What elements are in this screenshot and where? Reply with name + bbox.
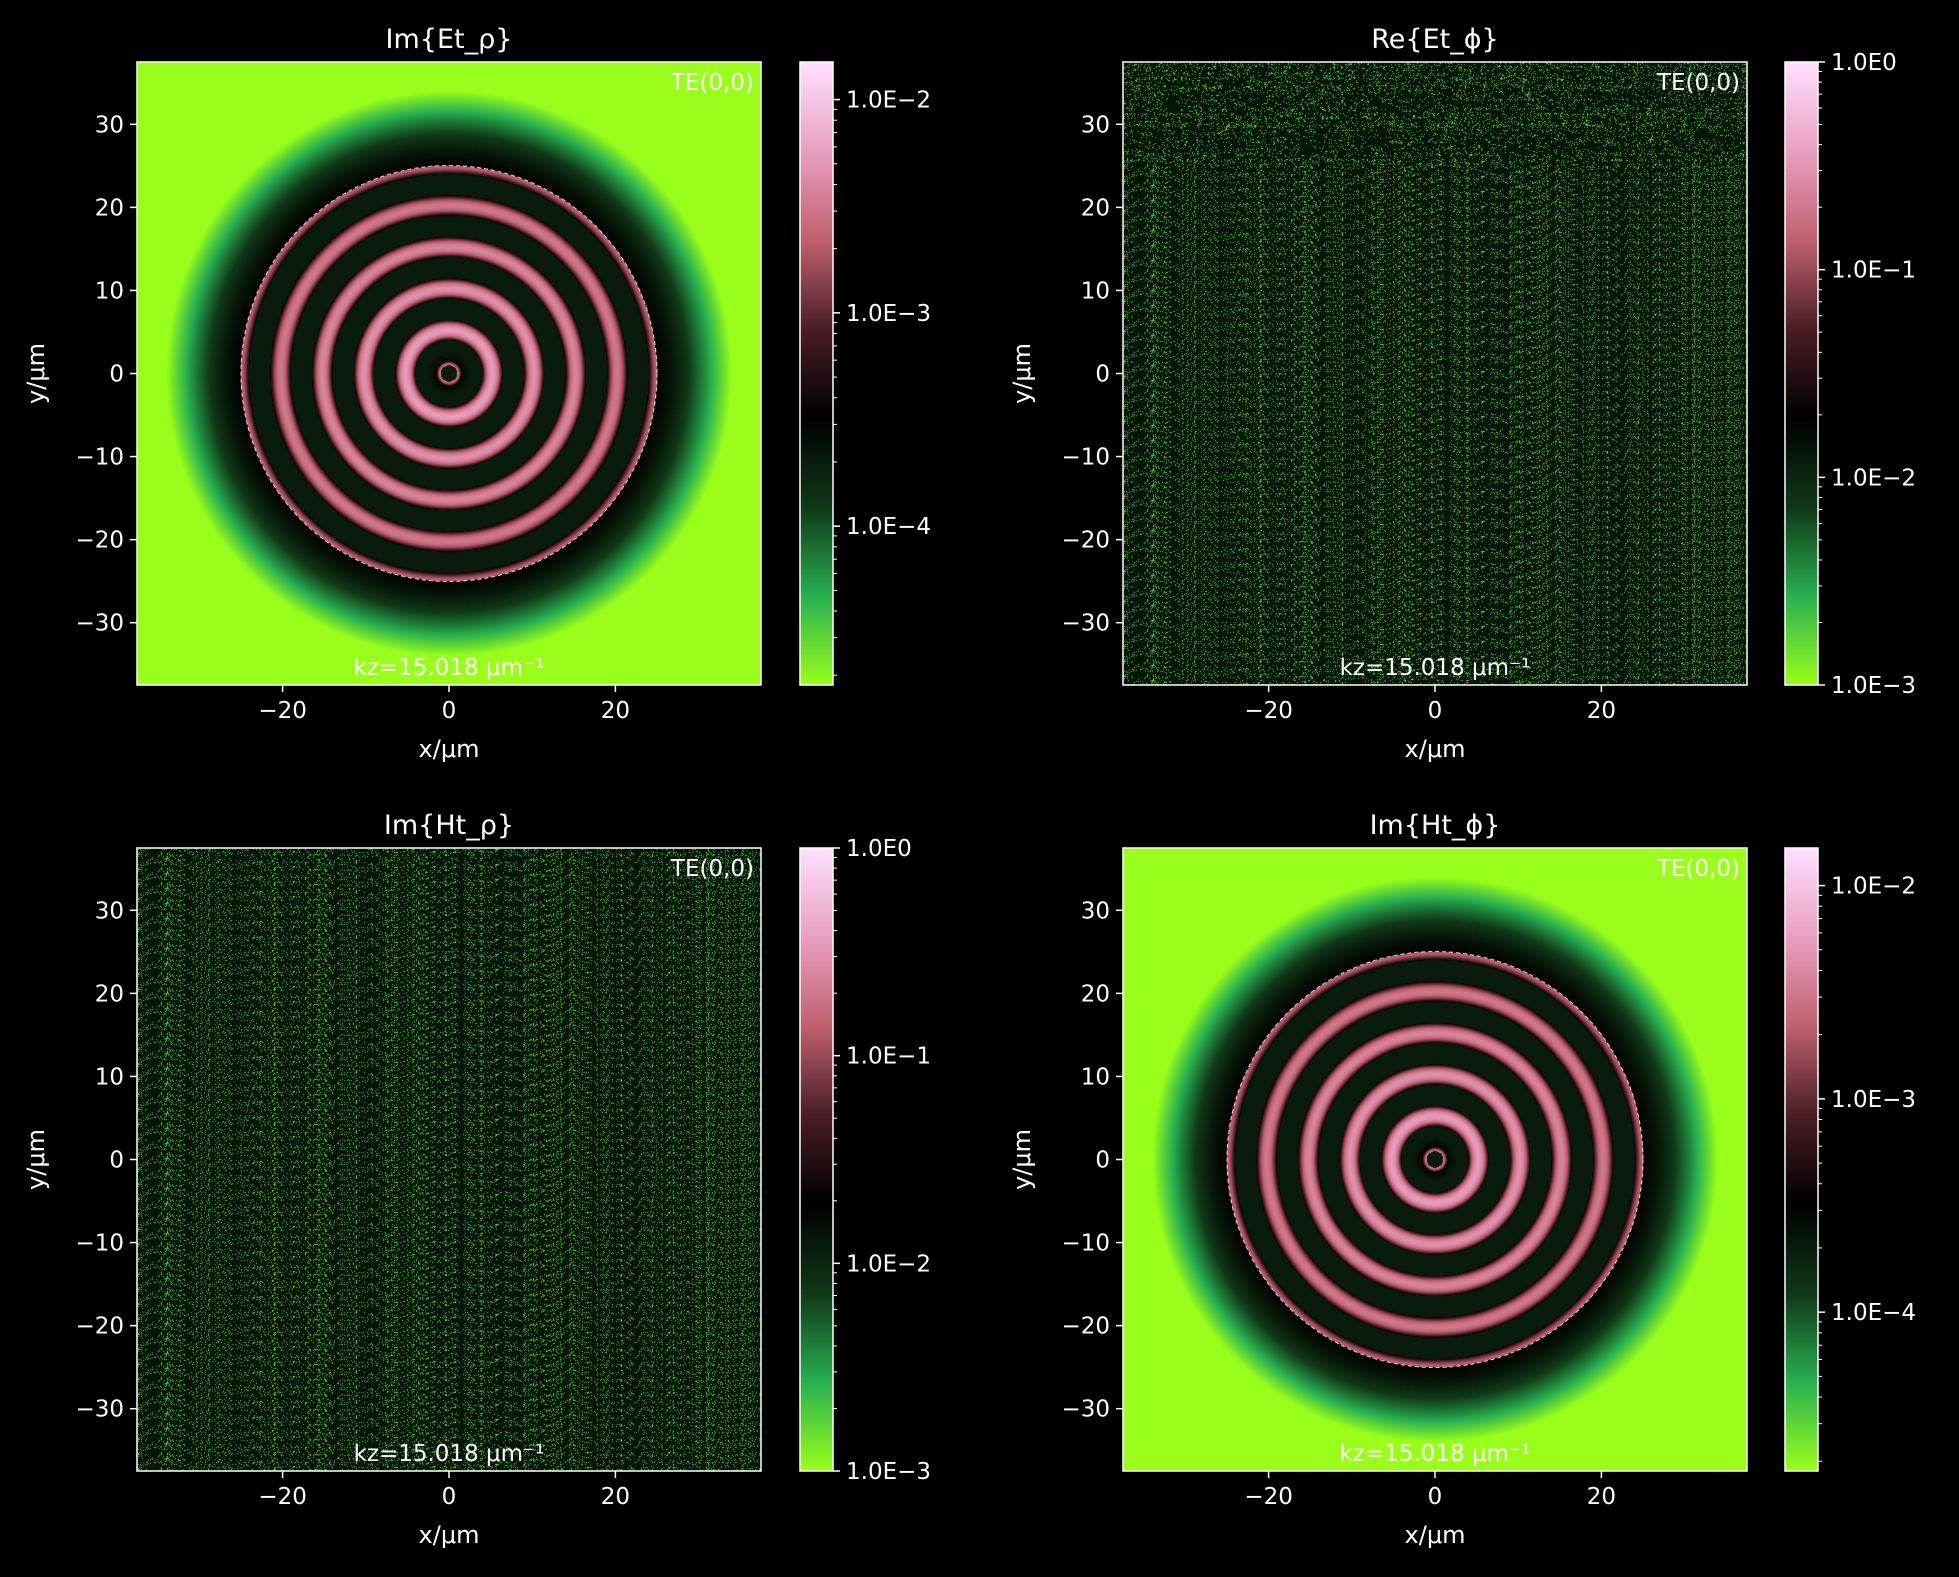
colorbar: 1.0E−2 1.0E−3 1.0E−4 <box>1784 847 1916 1472</box>
y-tick-label: 30 <box>95 112 124 138</box>
x-tick-label: 20 <box>601 1484 630 1510</box>
y-tick-label: −30 <box>75 1397 124 1423</box>
colorbar: 1.0E0 1.0E−1 1.0E−2 1.0E−3 <box>1784 50 1916 699</box>
y-tick-label: 0 <box>109 1148 124 1174</box>
colorbar-tick-label: 1.0E−2 <box>846 88 931 114</box>
colorbar-tick-label: 1.0E−3 <box>1831 1087 1916 1113</box>
plot-title: Re{Et_ϕ} <box>1371 24 1498 55</box>
colorbar-tick-label: 1.0E−2 <box>1831 465 1916 491</box>
x-axis-label: x/μm <box>419 735 480 763</box>
core-boundary <box>1226 951 1644 1368</box>
subplot-4: Im{Ht_ϕ} −20 0 20 30 20 10 0 −10 −20 −30 x/μm y/μm TE… <box>1008 810 1916 1549</box>
y-tick-label: 10 <box>95 1064 124 1090</box>
colorbar-tick-label: 1.0E−3 <box>846 301 931 327</box>
y-tick-label: 30 <box>95 898 124 924</box>
subplot-2: Re{Et_ϕ} −20 0 20 30 20 10 0 −10 −20 −30 x/μm y/μm TE… <box>1008 24 1916 763</box>
plot-title: Im{Et_ρ} <box>386 24 513 55</box>
colorbar-tick-label: 1.0E−4 <box>1831 1300 1916 1326</box>
y-axis-label: y/μm <box>22 343 50 404</box>
colorbar-gradient <box>1785 62 1818 685</box>
x-tick-label: 0 <box>442 698 457 724</box>
mode-label: TE(0,0) <box>1656 70 1740 96</box>
x-tick-label: 20 <box>1587 698 1616 724</box>
x-tick-label: −20 <box>258 1484 307 1510</box>
x-tick-label: 20 <box>1587 1484 1616 1510</box>
core-boundary <box>240 951 658 1368</box>
y-tick-label: −20 <box>1061 1314 1110 1340</box>
x-tick-label: 0 <box>1428 698 1443 724</box>
x-tick-label: 20 <box>601 698 630 724</box>
y-axis-label: y/μm <box>1008 343 1036 404</box>
colorbar-gradient <box>1785 848 1818 1471</box>
y-tick-label: −20 <box>75 528 124 554</box>
colorbar-tick-label: 1.0E−1 <box>846 1044 931 1070</box>
colorbar-frame <box>799 61 834 686</box>
x-tick-label: 0 <box>1428 1484 1443 1510</box>
kz-label: kz=15.018 μm⁻¹ <box>1340 1441 1531 1467</box>
colorbar-tick-label: 1.0E−1 <box>1831 258 1916 284</box>
heatmap-image <box>137 848 761 1471</box>
y-axis-label: y/μm <box>22 1129 50 1190</box>
y-tick-label: 20 <box>1081 195 1110 221</box>
colorbar-tick-label: 1.0E0 <box>1831 50 1897 76</box>
y-tick-label: 30 <box>1081 898 1110 924</box>
colorbar: 1.0E0 1.0E−1 1.0E−2 1.0E−3 <box>799 836 931 1485</box>
kz-label: kz=15.018 μm⁻¹ <box>354 1441 545 1467</box>
y-tick-label: −30 <box>1061 1397 1110 1423</box>
x-tick-label: 0 <box>442 1484 457 1510</box>
y-tick-label: 0 <box>1095 362 1110 388</box>
colorbar-tick-label: 1.0E0 <box>846 836 912 862</box>
y-tick-label: 10 <box>1081 1064 1110 1090</box>
y-tick-label: −10 <box>75 1231 124 1257</box>
x-tick-label: −20 <box>1244 698 1293 724</box>
colorbar: 1.0E−2 1.0E−3 1.0E−4 <box>799 61 931 686</box>
colorbar-frame <box>799 847 834 1472</box>
y-tick-label: −10 <box>1061 445 1110 471</box>
colorbar-tick-label: 1.0E−4 <box>846 514 931 540</box>
y-axis-label: y/μm <box>1008 1129 1036 1190</box>
colorbar-tick-label: 1.0E−3 <box>1831 673 1916 699</box>
colorbar-gradient <box>800 848 833 1471</box>
y-tick-label: −30 <box>75 611 124 637</box>
core-boundary <box>240 165 658 582</box>
y-tick-label: −20 <box>75 1314 124 1340</box>
colorbar-gradient <box>800 62 833 685</box>
colorbar-tick-label: 1.0E−2 <box>846 1251 931 1277</box>
y-tick-label: 20 <box>95 195 124 221</box>
kz-label: kz=15.018 μm⁻¹ <box>354 655 545 681</box>
plot-title: Im{Ht_ϕ} <box>1370 810 1501 841</box>
x-axis-label: x/μm <box>419 1521 480 1549</box>
y-tick-label: 20 <box>1081 981 1110 1007</box>
colorbar-frame <box>1784 61 1819 686</box>
heatmap-image <box>1123 62 1747 685</box>
mode-label: TE(0,0) <box>670 856 754 882</box>
plot-title: Im{Ht_ρ} <box>384 810 514 841</box>
y-tick-label: 30 <box>1081 112 1110 138</box>
colorbar-tick-label: 1.0E−2 <box>1831 874 1916 900</box>
mode-label: TE(0,0) <box>1656 856 1740 882</box>
y-tick-label: −20 <box>1061 528 1110 554</box>
heatmap-image <box>1123 848 1747 1471</box>
mode-label: TE(0,0) <box>670 70 754 96</box>
y-tick-label: −30 <box>1061 611 1110 637</box>
y-tick-label: 0 <box>109 362 124 388</box>
subplot-1: Im{Et_ρ} −20 0 20 30 20 10 0 −10 −20 −30 x/μm y/μm TE… <box>22 24 931 763</box>
subplot-3: Im{Ht_ρ} −20 0 20 30 20 10 0 −10 −20 −30 x/μm y/μm TE… <box>22 810 931 1549</box>
core-boundary <box>1226 165 1644 582</box>
x-tick-label: −20 <box>1244 1484 1293 1510</box>
kz-label: kz=15.018 μm⁻¹ <box>1340 655 1531 681</box>
colorbar-frame <box>1784 847 1819 1472</box>
y-tick-label: −10 <box>1061 1231 1110 1257</box>
heatmap-image <box>137 62 761 685</box>
y-tick-label: 10 <box>95 278 124 304</box>
y-tick-label: −10 <box>75 445 124 471</box>
x-tick-label: −20 <box>258 698 307 724</box>
y-tick-label: 20 <box>95 981 124 1007</box>
x-axis-label: x/μm <box>1405 735 1466 763</box>
x-axis-label: x/μm <box>1405 1521 1466 1549</box>
y-tick-label: 0 <box>1095 1148 1110 1174</box>
y-tick-label: 10 <box>1081 278 1110 304</box>
colorbar-tick-label: 1.0E−3 <box>846 1459 931 1485</box>
